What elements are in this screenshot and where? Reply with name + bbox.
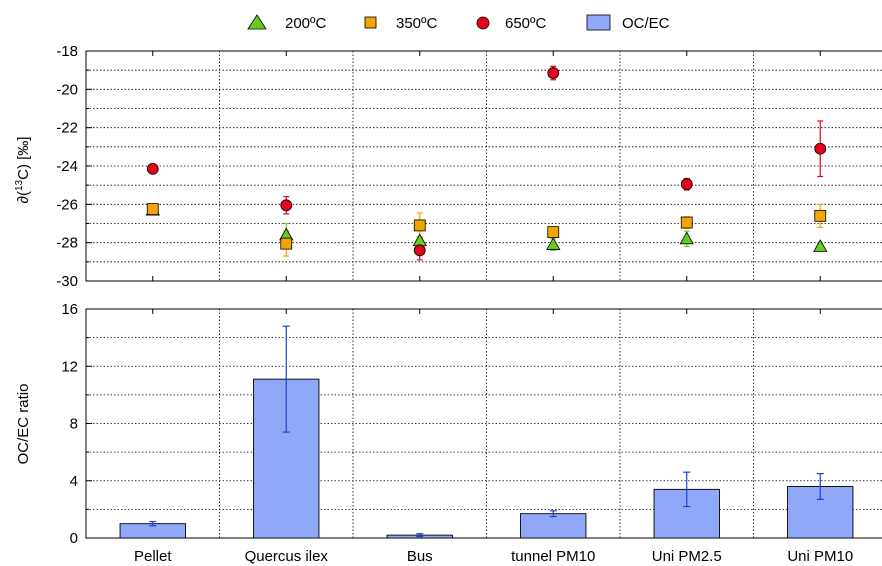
point-350-c-uni-pm2-5 <box>680 216 693 229</box>
point-650-c-tunnel-pm10 <box>547 67 560 79</box>
point-650-c-pellet <box>146 162 159 175</box>
point-650-c-bus <box>413 244 426 257</box>
bottom-y-tick-label: 12 <box>61 358 78 375</box>
top-y-axis-title-sup: 13 <box>14 179 25 191</box>
x-tick-label-tunnel-pm10: tunnel PM10 <box>511 548 595 565</box>
legend-triangle-marker-icon <box>247 14 267 30</box>
top-y-tick-label: -20 <box>56 81 78 98</box>
top-y-tick-label: -30 <box>56 273 78 290</box>
legend: 200ºC 350ºC 650ºC OC/EC <box>247 14 670 32</box>
bottom-y-axis-title: OC/EC ratio <box>15 384 32 465</box>
top-y-tick-label: -18 <box>56 43 78 60</box>
legend-item-650c: 650ºC <box>476 15 547 32</box>
top-y-tick-label: -22 <box>56 120 78 137</box>
legend-bar-swatch-icon <box>586 14 611 31</box>
legend-square-marker-icon <box>364 16 377 29</box>
x-tick-label-quercus-ilex: Quercus ilex <box>245 548 329 565</box>
point-350-c-uni-pm10 <box>814 209 827 222</box>
legend-label-ocec: OC/EC <box>622 15 670 32</box>
top-y-axis-title-prefix: ∂( <box>15 191 32 203</box>
top-y-tick-label: -26 <box>56 196 78 213</box>
point-650-c-uni-pm2-5 <box>680 178 693 191</box>
bottom-y-tick-label: 8 <box>70 416 78 433</box>
point-350-c-quercus-ilex <box>280 237 293 250</box>
isotope-panel: -30 -28 -26 -24 -22 -20 -18 <box>56 43 882 290</box>
point-350-c-tunnel-pm10 <box>547 226 560 239</box>
legend-item-ocec: OC/EC <box>586 14 670 32</box>
point-200-c-uni-pm2-5 <box>679 231 694 245</box>
legend-circle-marker-icon <box>476 16 490 30</box>
legend-label-200c: 200ºC <box>285 15 327 32</box>
x-tick-label-pellet: Pellet <box>134 548 172 565</box>
point-200-c-uni-pm10 <box>813 239 828 252</box>
top-y-tick-label: -28 <box>56 235 78 252</box>
bottom-y-tick-label: 0 <box>70 530 78 547</box>
x-tick-label-bus: Bus <box>407 548 433 565</box>
point-200-c-bus <box>412 233 427 247</box>
legend-label-650c: 650ºC <box>505 15 547 32</box>
point-350-c-bus <box>413 219 426 232</box>
top-y-tick-label: -24 <box>56 158 78 175</box>
point-650-c-uni-pm10 <box>814 142 827 155</box>
top-y-axis-title-suffix: C) [‰] <box>15 137 32 180</box>
point-350-c-pellet <box>146 203 159 216</box>
legend-label-350c: 350ºC <box>396 15 438 32</box>
x-tick-label-uni-pm10: Uni PM10 <box>787 548 853 565</box>
ocec-ratio-panel: 0 4 8 12 16 Pellet Quercus ilex Bus tunnel PM10 U… <box>61 301 882 565</box>
x-tick-label-uni-pm2-5: Uni PM2.5 <box>652 548 722 565</box>
bottom-y-tick-label: 4 <box>70 473 78 490</box>
point-200-c-tunnel-pm10 <box>546 237 561 250</box>
top-y-axis-title: ∂(13C) [‰] <box>14 137 32 204</box>
legend-item-350c: 350ºC <box>364 15 438 32</box>
legend-item-200c: 200ºC <box>247 14 327 32</box>
point-650-c-quercus-ilex <box>280 199 293 212</box>
bottom-y-tick-label: 16 <box>61 301 78 318</box>
bar-tunnel-pm10 <box>520 513 587 539</box>
